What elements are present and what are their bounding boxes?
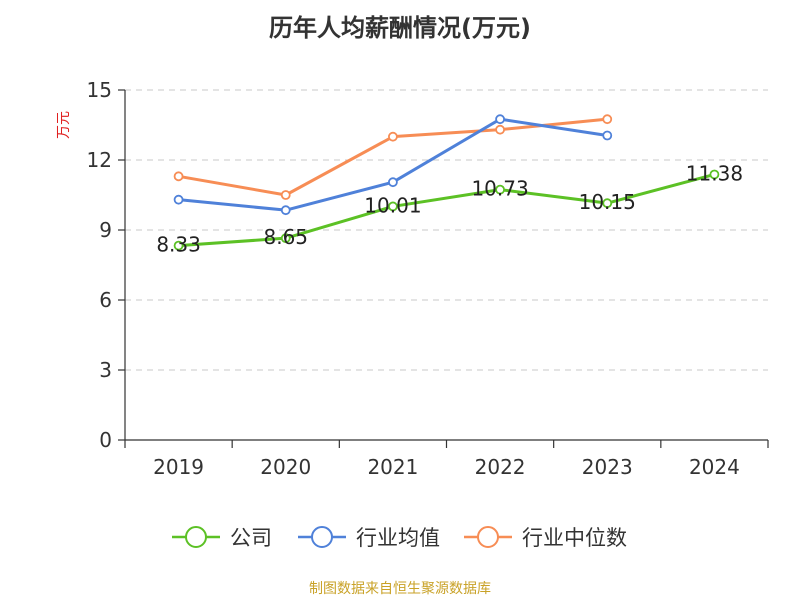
- data-point: [709, 169, 720, 180]
- data-point: [495, 184, 505, 195]
- data-point: [280, 190, 291, 200]
- data-point: [173, 171, 184, 182]
- x-tick-label: 2023: [582, 455, 633, 479]
- data-label: 10.73: [471, 177, 528, 201]
- legend-label: 公司: [230, 526, 272, 550]
- x-tick-label: 2022: [475, 455, 526, 479]
- y-axis-label: 万元: [56, 111, 72, 139]
- data-point: [173, 194, 184, 205]
- data-point: [602, 198, 613, 209]
- data-label: 8.33: [156, 233, 201, 257]
- chart-title: 历年人均薪酬情况(万元): [269, 14, 531, 42]
- y-tick-label: 0: [99, 428, 112, 452]
- legend-swatch-marker: [185, 526, 207, 548]
- data-point: [495, 124, 505, 135]
- y-tick-label: 9: [99, 218, 112, 242]
- y-tick-label: 15: [87, 78, 112, 102]
- data-point: [280, 233, 291, 244]
- data-label: 10.15: [579, 190, 636, 214]
- data-point: [602, 114, 613, 125]
- series-line: [178, 173, 715, 248]
- y-tick-label: 6: [99, 288, 112, 312]
- x-tick-label: 2024: [689, 455, 740, 479]
- data-point: [280, 205, 291, 216]
- legend-label: 行业中位数: [522, 526, 627, 550]
- data-point: [388, 131, 398, 142]
- data-point: [388, 177, 398, 188]
- x-tick-label: 2021: [367, 455, 418, 479]
- y-tick-label: 12: [87, 148, 112, 172]
- data-point: [388, 201, 398, 212]
- data-label: 8.65: [263, 225, 308, 249]
- x-tick-label: 2020: [260, 455, 311, 479]
- data-point: [495, 114, 505, 125]
- data-label: 11.38: [686, 161, 743, 185]
- data-label: 10.01: [364, 193, 421, 217]
- legend-swatch-marker: [477, 526, 499, 548]
- legend-swatch-marker: [311, 526, 333, 548]
- y-tick-label: 3: [99, 358, 112, 382]
- legend-label: 行业均值: [356, 526, 440, 550]
- data-point: [173, 240, 184, 251]
- data-point: [602, 130, 613, 141]
- x-tick-label: 2019: [153, 455, 204, 479]
- source-note: 制图数据来自恒生聚源数据库: [309, 581, 491, 597]
